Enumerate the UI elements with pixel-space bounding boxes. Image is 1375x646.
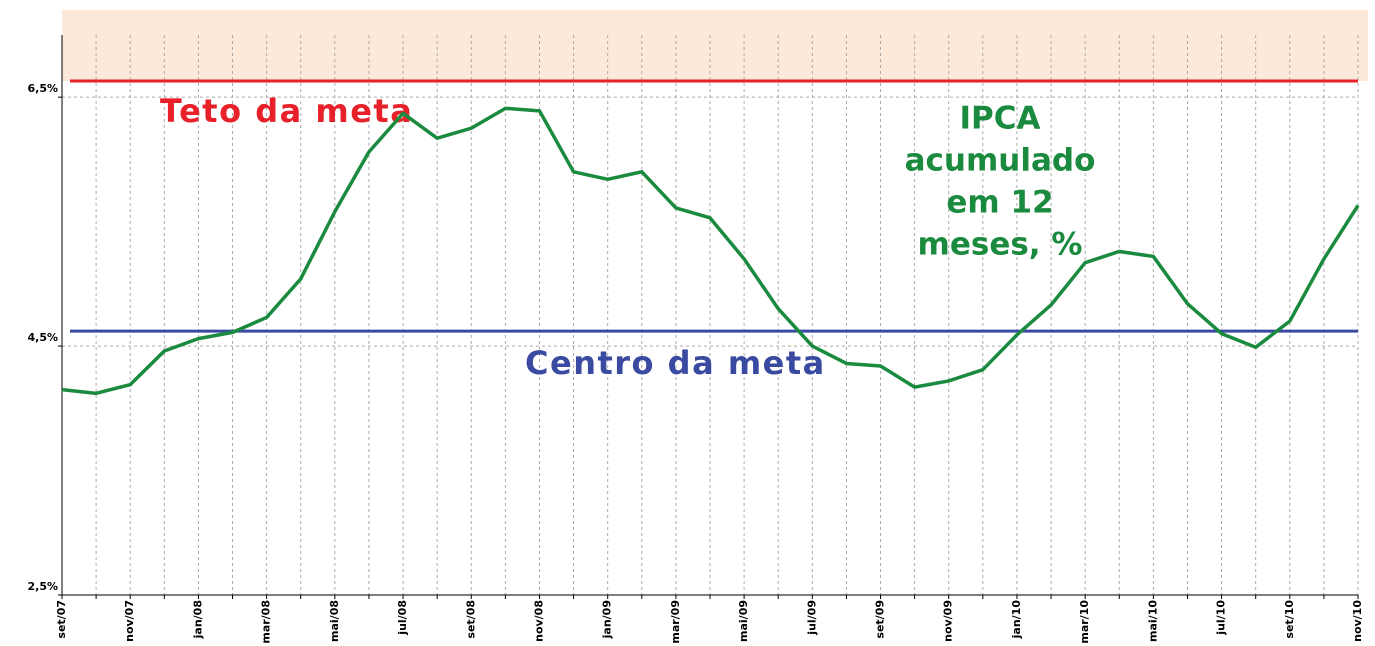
y-tick-label: 4,5%	[27, 331, 58, 344]
x-tick-label: mar/10	[1078, 600, 1091, 644]
x-tick-label: jul/09	[805, 600, 818, 636]
x-tick-label: mai/09	[737, 600, 750, 642]
x-tick-label: jan/08	[191, 600, 204, 639]
x-tick-label: set/08	[464, 600, 477, 639]
reference-label: Centro da meta	[525, 344, 826, 382]
x-tick-label: set/10	[1283, 600, 1296, 639]
data-line	[61, 106, 1360, 396]
x-tick-label: nov/08	[532, 600, 545, 642]
annotation: meses, %	[918, 227, 1083, 263]
x-tick-label: set/09	[874, 600, 887, 639]
x-tick-label: mai/10	[1146, 600, 1159, 642]
target-band	[62, 10, 1368, 81]
annotation: em 12	[946, 185, 1053, 221]
x-tick-label: nov/09	[942, 600, 955, 642]
x-tick-label: nov/07	[123, 600, 136, 642]
x-tick-label: nov/10	[1351, 600, 1364, 642]
x-tick-label: set/07	[55, 600, 68, 639]
y-tick-label: 6,5%	[27, 82, 58, 95]
x-tick-label: mai/08	[328, 600, 341, 642]
annotation: IPCA	[960, 101, 1041, 137]
reference-label: Teto da meta	[160, 92, 413, 130]
x-tick-label: jul/08	[396, 600, 409, 636]
x-tick-label: jan/09	[601, 600, 614, 639]
annotation: acumulado	[905, 143, 1096, 179]
x-tick-label: mar/09	[669, 600, 682, 644]
y-tick-label: 2,5%	[27, 580, 58, 593]
x-tick-label: jul/10	[1215, 600, 1228, 636]
x-tick-label: mar/08	[260, 600, 273, 644]
x-tick-label: jan/10	[1010, 600, 1023, 640]
